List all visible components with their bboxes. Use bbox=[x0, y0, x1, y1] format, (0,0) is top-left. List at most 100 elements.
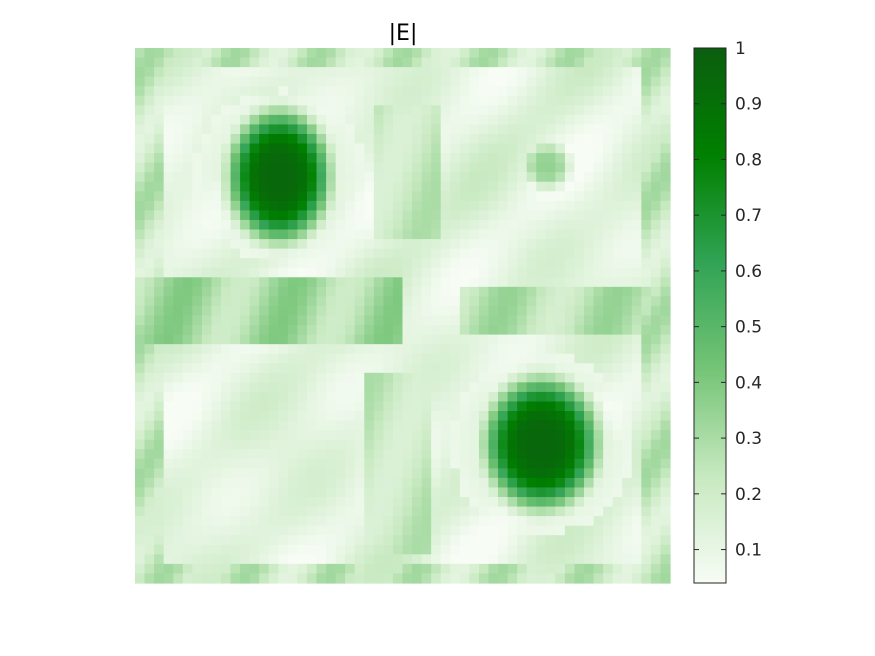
heatmap-cell bbox=[459, 277, 470, 288]
heatmap-cell bbox=[135, 57, 146, 68]
heatmap-cell bbox=[154, 497, 165, 508]
heatmap-cell bbox=[144, 353, 155, 364]
heatmap-cell bbox=[488, 563, 499, 575]
heatmap-cell bbox=[259, 525, 270, 536]
heatmap-cell bbox=[154, 363, 165, 374]
heatmap-cell bbox=[603, 573, 614, 584]
heatmap-cell bbox=[383, 95, 394, 106]
heatmap-cell bbox=[478, 286, 490, 297]
heatmap-cell bbox=[287, 239, 299, 250]
heatmap-cell bbox=[306, 573, 318, 584]
heatmap-cell bbox=[364, 363, 375, 374]
heatmap-cell bbox=[144, 458, 155, 469]
heatmap-cell bbox=[268, 86, 279, 97]
heatmap-cell bbox=[507, 344, 518, 355]
heatmap-cell bbox=[412, 219, 423, 231]
heatmap-cell bbox=[507, 449, 518, 460]
heatmap-cell bbox=[220, 267, 232, 278]
heatmap-cell bbox=[612, 57, 623, 68]
heatmap-cell bbox=[392, 57, 404, 68]
heatmap-cell bbox=[593, 76, 604, 87]
heatmap-cell bbox=[240, 258, 251, 269]
heatmap-cell bbox=[249, 391, 260, 403]
heatmap-cell bbox=[135, 439, 146, 450]
heatmap-cell bbox=[660, 334, 671, 345]
heatmap-cell bbox=[478, 344, 490, 355]
heatmap-cell bbox=[469, 210, 480, 221]
heatmap-cell bbox=[650, 372, 662, 383]
heatmap-cell bbox=[364, 430, 375, 441]
heatmap-cell bbox=[345, 200, 356, 212]
heatmap-cell bbox=[354, 239, 365, 250]
heatmap-cell bbox=[631, 334, 642, 345]
heatmap-cell bbox=[306, 296, 318, 307]
heatmap-cell bbox=[154, 210, 165, 221]
heatmap-cell bbox=[192, 172, 203, 183]
heatmap-cell bbox=[564, 449, 576, 460]
heatmap-cell bbox=[278, 286, 289, 297]
heatmap-cell bbox=[498, 487, 509, 498]
heatmap-cell bbox=[316, 544, 327, 555]
heatmap-cell bbox=[574, 86, 585, 97]
heatmap-cell bbox=[631, 162, 642, 173]
heatmap-cell bbox=[660, 153, 671, 164]
heatmap-cell bbox=[297, 353, 308, 364]
heatmap-cell bbox=[240, 563, 251, 575]
heatmap-cell bbox=[564, 153, 576, 164]
heatmap-cell bbox=[335, 239, 346, 250]
heatmap-cell bbox=[440, 573, 451, 584]
heatmap-cell bbox=[507, 420, 518, 431]
heatmap-cell bbox=[631, 535, 642, 546]
heatmap-cell bbox=[316, 439, 327, 450]
heatmap-cell bbox=[526, 153, 537, 164]
heatmap-cell bbox=[603, 563, 614, 575]
heatmap-cell bbox=[431, 305, 442, 317]
heatmap-cell bbox=[201, 516, 213, 527]
heatmap-cell bbox=[345, 86, 356, 97]
heatmap-cell bbox=[574, 57, 585, 68]
heatmap-cell bbox=[297, 172, 308, 183]
heatmap-cell bbox=[469, 124, 480, 135]
heatmap-cell bbox=[306, 353, 318, 364]
heatmap-cell bbox=[306, 525, 318, 536]
heatmap-cell bbox=[182, 172, 193, 183]
heatmap-cell bbox=[440, 554, 451, 565]
heatmap-cell bbox=[182, 372, 193, 383]
heatmap-cell bbox=[498, 516, 509, 527]
heatmap-cell bbox=[564, 133, 576, 145]
heatmap-cell bbox=[517, 325, 528, 336]
heatmap-cell bbox=[450, 430, 461, 441]
heatmap-cell bbox=[660, 506, 671, 517]
heatmap-cell bbox=[297, 525, 308, 536]
heatmap-cell bbox=[249, 258, 260, 269]
heatmap-cell bbox=[392, 124, 404, 135]
heatmap-cell bbox=[450, 200, 461, 212]
heatmap-cell bbox=[211, 325, 222, 336]
heatmap-cell bbox=[154, 554, 165, 565]
heatmap-cell bbox=[526, 181, 537, 192]
heatmap-cell bbox=[507, 391, 518, 403]
heatmap-cell bbox=[498, 449, 509, 460]
heatmap-cell bbox=[478, 143, 490, 154]
heatmap-cell bbox=[259, 191, 270, 202]
heatmap-cell bbox=[287, 86, 299, 97]
heatmap-cell bbox=[431, 563, 442, 575]
heatmap-cell bbox=[421, 76, 432, 87]
heatmap-cell bbox=[144, 248, 155, 259]
heatmap-cell bbox=[268, 76, 279, 87]
heatmap-cell bbox=[249, 430, 260, 441]
heatmap-cell bbox=[469, 325, 480, 336]
heatmap-cell bbox=[316, 458, 327, 469]
heatmap-cell bbox=[631, 277, 642, 288]
heatmap-cell bbox=[278, 296, 289, 307]
heatmap-cell bbox=[593, 449, 604, 460]
heatmap-cell bbox=[440, 439, 451, 450]
heatmap-cell bbox=[192, 401, 203, 412]
heatmap-cell bbox=[517, 248, 528, 259]
heatmap-cell bbox=[373, 420, 384, 431]
heatmap-cell bbox=[383, 325, 394, 336]
heatmap-cell bbox=[564, 372, 576, 383]
heatmap-cell bbox=[412, 172, 423, 183]
heatmap-cell bbox=[230, 105, 241, 116]
heatmap-cell bbox=[564, 554, 576, 565]
